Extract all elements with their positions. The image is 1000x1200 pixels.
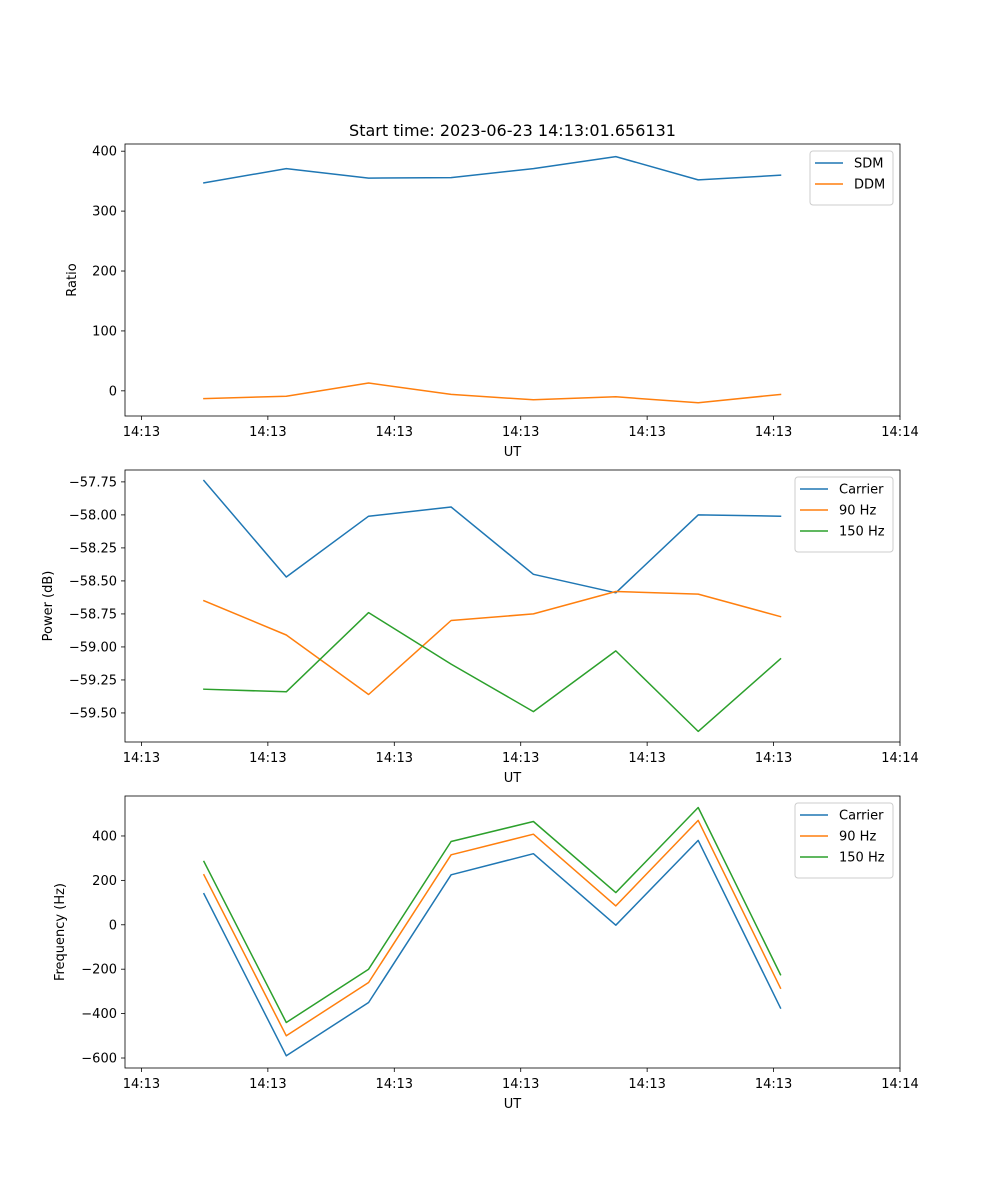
x-tick-label: 14:13: [628, 1077, 665, 1092]
x-axis-label: UT: [504, 445, 522, 460]
x-tick-label: 14:14: [881, 425, 918, 440]
y-tick-label: 400: [92, 145, 117, 160]
legend-frame: [794, 476, 894, 553]
series-line-90-hz: [202, 819, 782, 1037]
legend-label: Carrier: [839, 483, 884, 498]
series-line-carrier: [202, 479, 782, 594]
y-tick-label: −59.25: [69, 673, 117, 688]
series-line-150-hz: [203, 611, 782, 733]
series-line-90-hz: [202, 590, 782, 696]
y-tick-label: 200: [92, 874, 117, 889]
x-tick-label: 14:13: [502, 425, 539, 440]
legend-label: 90 Hz: [839, 830, 876, 845]
y-tick-label: 0: [109, 384, 117, 399]
legend-label: 90 Hz: [839, 504, 876, 519]
series-line-150-hz: [202, 806, 782, 1024]
legend-label: Carrier: [839, 809, 884, 824]
x-tick-label: 14:13: [123, 1077, 160, 1092]
y-tick-label: −600: [81, 1052, 117, 1067]
series-line-sdm: [203, 155, 782, 184]
y-tick-label: −58.00: [69, 508, 117, 523]
legend-label: DDM: [854, 178, 885, 193]
x-tick-label: 14:13: [123, 751, 160, 766]
x-tick-label: 14:13: [376, 425, 413, 440]
series-line-ddm: [203, 382, 782, 404]
y-tick-label: −58.25: [69, 541, 117, 556]
y-tick-label: 100: [92, 324, 117, 339]
axes-frame: [124, 469, 901, 743]
legend: Carrier 90 Hz 150 Hz: [794, 476, 894, 553]
y-tick-label: −57.75: [69, 475, 117, 490]
x-tick-label: 14:13: [249, 751, 286, 766]
figure-title: Start time: 2023-06-23 14:13:01.656131: [349, 121, 676, 140]
y-axis-label: Ratio: [65, 263, 80, 296]
series-lines: [202, 806, 782, 1057]
series-lines: [202, 479, 782, 733]
axes-frame: [124, 143, 901, 417]
x-tick-label: 14:13: [755, 425, 792, 440]
y-tick-label: −58.50: [69, 574, 117, 589]
panel-ratio: 14:13 14:13 14:13 14:13 14:13 14:13 14:14 0 100 2…: [65, 143, 919, 460]
x-tick-label: 14:13: [755, 1077, 792, 1092]
y-axis-label: Frequency (Hz): [53, 883, 68, 981]
legend-frame: [794, 802, 894, 879]
x-tick-label: 14:13: [376, 751, 413, 766]
legend: SDM DDM: [809, 150, 894, 206]
legend-label: 150 Hz: [839, 851, 885, 866]
x-tick-label: 14:13: [628, 751, 665, 766]
x-tick-label: 14:13: [249, 425, 286, 440]
legend-label: 150 Hz: [839, 525, 885, 540]
y-tick-label: −59.00: [69, 640, 117, 655]
x-tick-label: 14:13: [502, 751, 539, 766]
x-axis-label: UT: [504, 771, 522, 786]
y-tick-label: −58.75: [69, 607, 117, 622]
x-axis-label: UT: [504, 1097, 522, 1112]
x-tick-label: 14:13: [376, 1077, 413, 1092]
x-tick-label: 14:13: [502, 1077, 539, 1092]
y-tick-label: −200: [81, 963, 117, 978]
y-tick-label: 300: [92, 205, 117, 220]
y-tick-label: −59.50: [69, 706, 117, 721]
y-tick-label: 200: [92, 265, 117, 280]
legend-frame: [809, 150, 894, 206]
x-tick-label: 14:13: [755, 751, 792, 766]
legend: Carrier 90 Hz 150 Hz: [794, 802, 894, 879]
series-lines: [203, 155, 782, 404]
x-tick-label: 14:14: [881, 751, 918, 766]
x-tick-label: 14:13: [249, 1077, 286, 1092]
panel-frequency: 14:13 14:13 14:13 14:13 14:13 14:13 14:14 −600 −…: [53, 795, 919, 1112]
legend-label: SDM: [854, 157, 883, 172]
y-axis-label: Power (dB): [41, 571, 56, 642]
panel-power: 14:13 14:13 14:13 14:13 14:13 14:13 14:14 −59.5…: [41, 469, 919, 786]
axes-frame: [124, 795, 901, 1069]
y-tick-label: 400: [92, 829, 117, 844]
y-tick-label: −400: [81, 1007, 117, 1022]
y-tick-label: 0: [109, 918, 117, 933]
series-line-carrier: [202, 839, 782, 1057]
x-tick-label: 14:13: [123, 425, 160, 440]
x-tick-label: 14:13: [628, 425, 665, 440]
x-tick-label: 14:14: [881, 1077, 918, 1092]
